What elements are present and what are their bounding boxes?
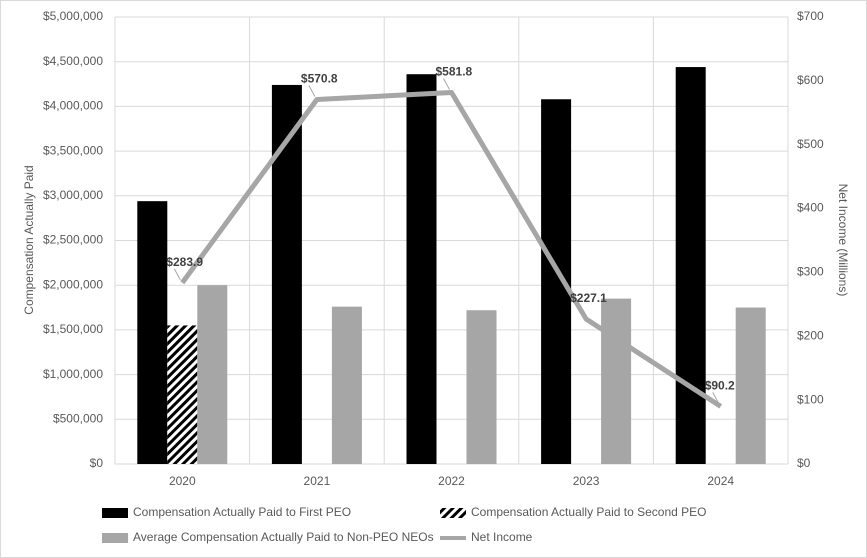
bar	[197, 285, 228, 464]
y-tick-label: $0	[90, 456, 104, 470]
value-label: $227.1	[570, 291, 607, 305]
legend-swatch	[102, 533, 128, 543]
y2-tick-label: $500	[797, 137, 824, 151]
x-tick-label: 2022	[438, 474, 465, 488]
y-tick-label: $3,500,000	[43, 143, 103, 157]
value-label: $90.2	[705, 379, 735, 393]
y2-tick-label: $0	[797, 456, 811, 470]
y-tick-label: $4,500,000	[43, 54, 103, 68]
y2-tick-label: $100	[797, 392, 824, 406]
bar	[137, 201, 168, 464]
bar	[466, 310, 497, 464]
bar	[675, 67, 706, 465]
legend-label: Compensation Actually Paid to Second PEO	[471, 505, 706, 519]
bar	[406, 74, 437, 464]
y-tick-label: $3,000,000	[43, 188, 103, 202]
y-tick-label: $1,000,000	[43, 367, 103, 381]
y2-tick-label: $200	[797, 328, 824, 342]
bar	[271, 84, 302, 464]
value-label: $283.9	[166, 255, 203, 269]
leader-line	[173, 268, 181, 280]
y-tick-label: $5,000,000	[43, 9, 103, 23]
legend-label: Compensation Actually Paid to First PEO	[133, 505, 351, 519]
leader-line	[443, 78, 450, 90]
y-tick-label: $4,000,000	[43, 99, 103, 113]
leader-line	[577, 304, 585, 317]
legend-label: Average Compensation Actually Paid to No…	[133, 530, 434, 544]
value-label: $581.8	[436, 65, 473, 79]
y2-tick-label: $600	[797, 73, 824, 87]
bar	[331, 306, 362, 464]
x-tick-label: 2023	[573, 474, 600, 488]
bar	[735, 307, 766, 464]
leader-line	[308, 85, 316, 97]
x-tick-label: 2024	[707, 474, 734, 488]
y2-tick-label: $400	[797, 201, 824, 215]
y-tick-label: $2,500,000	[43, 233, 103, 247]
x-tick-label: 2021	[304, 474, 331, 488]
y2-tick-label: $700	[797, 9, 824, 23]
legend-swatch	[440, 508, 466, 518]
value-label: $570.8	[301, 72, 338, 86]
bar	[167, 325, 198, 464]
legend-swatch	[102, 508, 128, 518]
y-tick-label: $500,000	[53, 411, 103, 425]
legend-label: Net Income	[471, 530, 533, 544]
y-tick-label: $2,000,000	[43, 277, 103, 291]
y-tick-label: $1,500,000	[43, 322, 103, 336]
x-tick-label: 2020	[169, 474, 196, 488]
y2-axis-title: Net Income (Millions)	[836, 184, 850, 297]
bar	[601, 298, 632, 464]
line	[180, 89, 723, 409]
y2-tick-label: $300	[797, 265, 824, 279]
y-axis-title: Compensation Actually Paid	[22, 165, 36, 314]
leader-line	[712, 392, 720, 404]
